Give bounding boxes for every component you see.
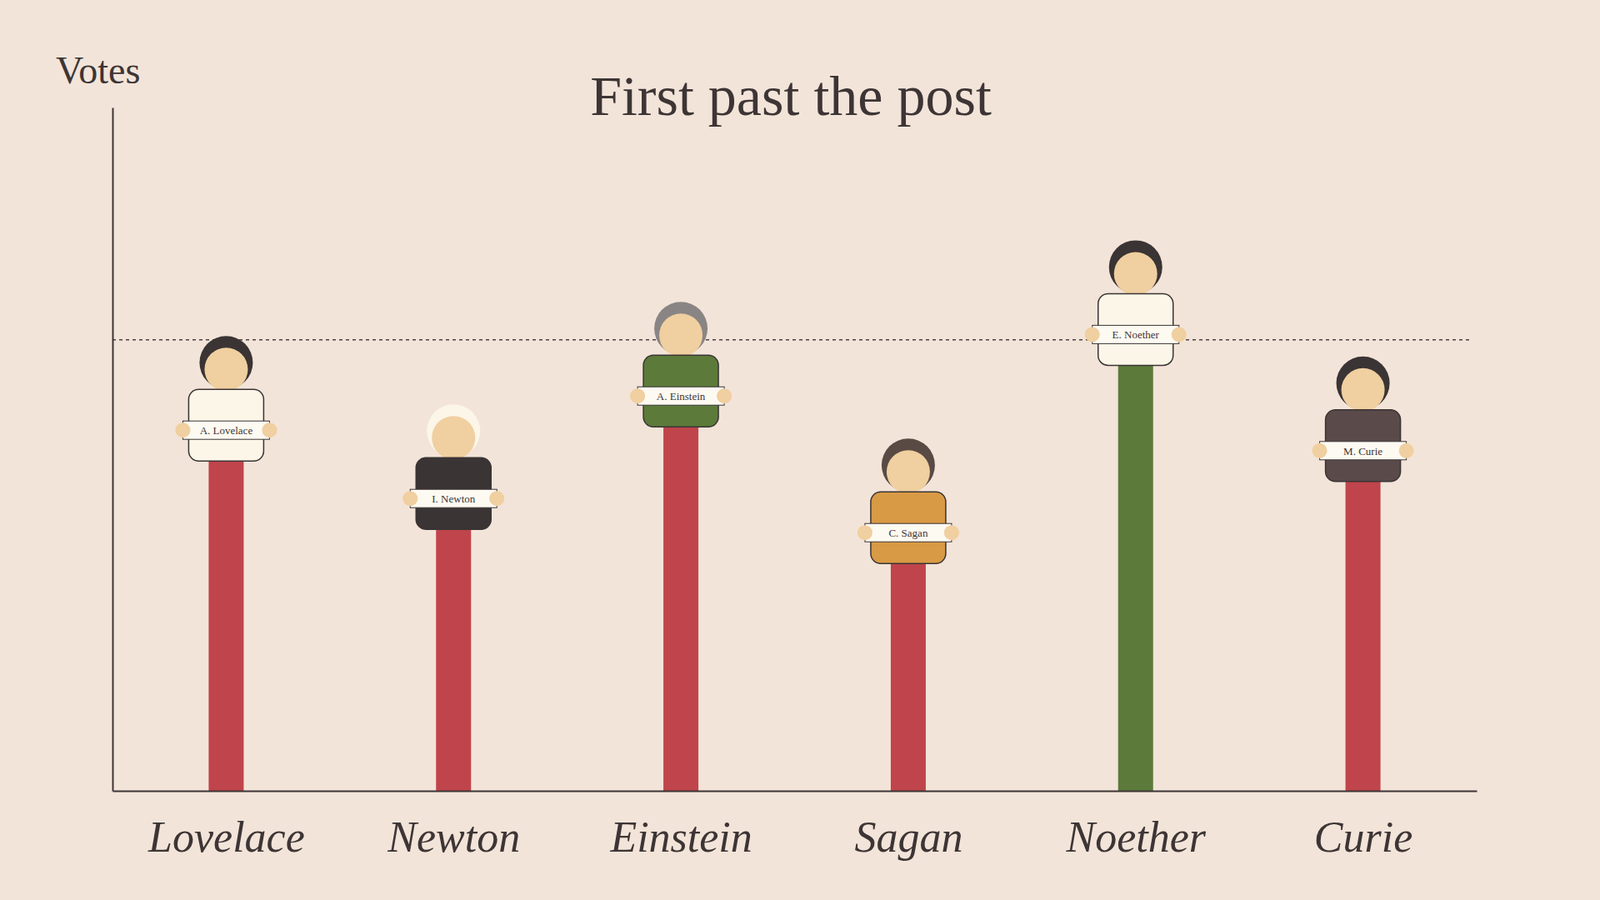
head: [431, 415, 475, 460]
chart: First past the post Votes A. Lovelace I. Ne…: [0, 0, 1600, 900]
hand: [630, 388, 645, 404]
head: [659, 313, 703, 357]
bar: [1118, 360, 1154, 791]
name-tag-label: E. Noether: [1112, 328, 1160, 341]
bar: [1345, 476, 1381, 791]
name-tag-label: M. Curie: [1343, 445, 1383, 458]
threshold-line: [112, 339, 1473, 341]
name-tag: [410, 489, 497, 508]
tick-label: Noether: [1065, 813, 1206, 861]
head: [1341, 368, 1385, 412]
background: [0, 0, 1600, 900]
name-tag: [865, 523, 952, 542]
bar: [890, 558, 926, 791]
figure: E. Noether: [1085, 240, 1187, 365]
head: [204, 347, 248, 391]
head: [886, 450, 930, 494]
hand: [489, 490, 505, 506]
name-tag: [182, 420, 270, 440]
hand: [944, 525, 960, 540]
name-tag-label: A. Einstein: [656, 390, 706, 403]
tick-label: Lovelace: [147, 813, 305, 861]
tick-label: Curie: [1314, 813, 1413, 861]
tick: Curie: [1314, 813, 1413, 861]
axis-line: [112, 108, 115, 792]
hand: [1312, 443, 1328, 459]
figure: I. Newton: [402, 404, 505, 530]
hand: [1399, 443, 1415, 459]
bars: [208, 360, 1380, 791]
bar: [208, 455, 244, 791]
tick: Noether: [1065, 813, 1206, 861]
figures: A. Lovelace I. Newton A. Einstein C. Sagan E…: [175, 240, 1414, 564]
hand: [1171, 326, 1187, 342]
head: [1114, 251, 1158, 295]
hand: [1085, 326, 1100, 342]
body: [188, 389, 264, 461]
figure: A. Lovelace: [175, 335, 277, 461]
axis-line: [113, 790, 1478, 793]
figure: A. Einstein: [630, 301, 732, 427]
title: First past the post: [590, 64, 992, 128]
hand: [261, 422, 277, 438]
name-tag-label: C. Sagan: [888, 526, 928, 540]
tick-label: Sagan: [854, 813, 963, 861]
tick: Newton: [386, 813, 520, 861]
name-tag: [1092, 325, 1180, 344]
tick: Lovelace: [147, 813, 305, 861]
y-axis: [112, 108, 114, 792]
tick-label: Einstein: [609, 813, 752, 861]
hand: [402, 490, 418, 506]
tick: Einstein: [609, 813, 752, 861]
tick-label: Newton: [386, 813, 520, 861]
figure: M. Curie: [1312, 356, 1415, 482]
hand: [175, 422, 190, 438]
bar: [435, 524, 471, 791]
name-tag: [637, 386, 725, 405]
name-tag: [1320, 441, 1407, 460]
x-axis: Lovelace Newton Einstein Sagan Noether Curie: [113, 791, 1478, 861]
tick: Sagan: [854, 813, 963, 861]
name-tag-label: A. Lovelace: [200, 424, 254, 437]
name-tag-label: I. Newton: [431, 492, 475, 505]
y-axis-title: Votes: [55, 49, 140, 92]
bar: [663, 421, 699, 791]
figure: C. Sagan: [857, 438, 960, 564]
hand: [857, 525, 873, 540]
hand: [716, 388, 732, 404]
